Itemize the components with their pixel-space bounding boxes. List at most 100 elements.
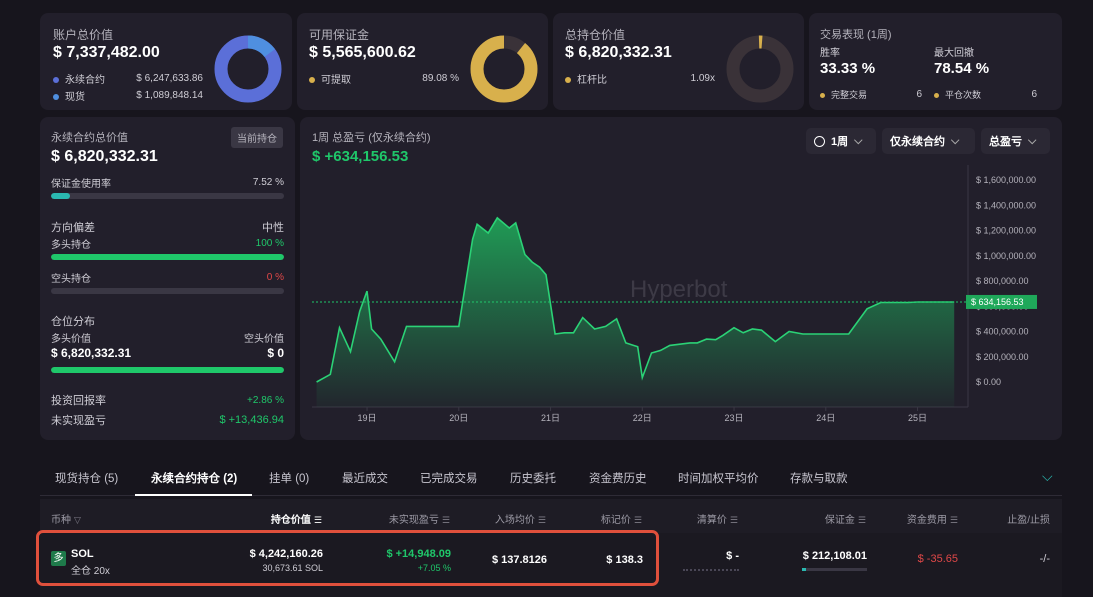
margin-usage-row: 保证金使用率 7.52 % bbox=[51, 175, 284, 190]
performance-card: 交易表现 (1周) 胜率 33.33 % 最大回撤 78.54 % 完整交易 6… bbox=[809, 13, 1062, 110]
bias-row: 方向偏差 中性 bbox=[51, 219, 284, 235]
column-header-2[interactable]: 未实现盈亏 ☰ bbox=[389, 511, 450, 526]
tab-3[interactable]: 最近成交 bbox=[342, 473, 388, 485]
column-header-label: 未实现盈亏 bbox=[388, 515, 439, 526]
tab-0[interactable]: 现货持仓 (5) bbox=[55, 473, 119, 485]
column-header-8[interactable]: 止盈/止损 bbox=[1007, 511, 1050, 526]
column-header-4[interactable]: 标记价 ☰ bbox=[601, 511, 642, 526]
upnl-value: $ +13,436.94 bbox=[219, 414, 284, 426]
position-badge: 多 bbox=[51, 551, 66, 566]
column-header-0[interactable]: 币种 ▽ bbox=[51, 511, 81, 526]
period-label: 1周 bbox=[831, 136, 849, 148]
closes-value: 6 bbox=[1031, 89, 1037, 100]
column-header-3[interactable]: 入场均价 ☰ bbox=[495, 511, 546, 526]
pnl-title: 1周 总盈亏 (仅永续合约) bbox=[312, 132, 431, 144]
tab-4[interactable]: 已完成交易 bbox=[420, 473, 478, 485]
clock-icon bbox=[814, 135, 825, 147]
period-dropdown[interactable]: 1周 ⌵ bbox=[806, 128, 876, 154]
coin-name[interactable]: SOL bbox=[71, 548, 94, 560]
bias-value: 中性 bbox=[262, 222, 284, 234]
short-pct: 0 % bbox=[266, 272, 284, 283]
metric-dropdown[interactable]: 总盈亏 ⌵ bbox=[981, 128, 1050, 154]
y-tick-label: $ 0.00 bbox=[976, 377, 1001, 387]
tab-1[interactable]: 永续合约持仓 (2) bbox=[151, 473, 238, 485]
position-size: 30,673.61 SOL bbox=[262, 563, 323, 573]
tab-5[interactable]: 历史委托 bbox=[510, 473, 556, 485]
tab-7[interactable]: 时间加权平均价 bbox=[678, 473, 759, 485]
sort-icon[interactable]: ☰ bbox=[537, 515, 546, 525]
tab-8[interactable]: 存款与取款 bbox=[790, 473, 848, 485]
distribution-label: 仓位分布 bbox=[51, 316, 95, 328]
sort-icon[interactable]: ☰ bbox=[729, 515, 738, 525]
column-header-label: 币种 bbox=[51, 515, 71, 526]
y-tick-label: $ 800,000.00 bbox=[976, 276, 1029, 286]
winrate-value: 33.33 % bbox=[820, 60, 876, 77]
sort-icon[interactable]: ☰ bbox=[313, 515, 322, 525]
withdrawable-label: 可提取 bbox=[321, 75, 351, 86]
leverage-label: 杠杆比 bbox=[577, 75, 607, 86]
margin-mode: 全仓 20x bbox=[71, 566, 110, 577]
y-tick-label: $ 1,600,000.00 bbox=[976, 175, 1036, 185]
value-labels-row: 多头价值 空头价值 bbox=[51, 330, 284, 345]
funding-fee: $ -35.65 bbox=[917, 553, 958, 565]
scope-label: 仅永续合约 bbox=[890, 136, 945, 148]
chevron-down-icon: ⌵ bbox=[1028, 134, 1037, 147]
margin-withdrawable: 可提取 89.08 % bbox=[309, 71, 459, 86]
column-header-6[interactable]: 保证金 ☰ bbox=[825, 511, 866, 526]
account-item-spot: 现货 $ 1,089,848.14 bbox=[53, 88, 203, 103]
sort-icon[interactable]: ☰ bbox=[949, 515, 958, 525]
sort-icon[interactable]: ☰ bbox=[633, 515, 642, 525]
liquidation-price: $ - bbox=[726, 550, 739, 562]
completed-trades: 完整交易 6 bbox=[820, 88, 922, 101]
column-header-label: 入场均价 bbox=[494, 515, 535, 526]
unrealized-pnl: $ +14,948.09 bbox=[386, 548, 451, 560]
margin-donut-chart bbox=[470, 35, 538, 103]
y-tick-label: $ 1,200,000.00 bbox=[976, 226, 1036, 236]
available-margin-card: 可用保证金 $ 5,565,600.62 可提取 89.08 % bbox=[297, 13, 548, 110]
margin-value: $ 5,565,600.62 bbox=[309, 44, 416, 61]
upnl-row: 未实现盈亏 $ +13,436.94 bbox=[51, 412, 284, 428]
column-header-5[interactable]: 清算价 ☰ bbox=[697, 511, 738, 526]
pnl-area-chart: Hyperbot $ 1,600,000.00 $ 1,400,000.00 $ 1… bbox=[312, 165, 1037, 423]
x-tick-label: 23日 bbox=[725, 413, 744, 423]
liquidation-dots bbox=[683, 569, 739, 571]
roi-label: 投资回报率 bbox=[51, 395, 106, 407]
tab-2[interactable]: 挂单 (0) bbox=[269, 473, 310, 485]
long-pct: 100 % bbox=[255, 238, 284, 249]
scope-dropdown[interactable]: 仅永续合约 ⌵ bbox=[882, 128, 975, 154]
account-value-card: 账户总价值 $ 7,337,482.00 永续合约 $ 6,247,633.86… bbox=[40, 13, 292, 110]
tab-6[interactable]: 资金费历史 bbox=[589, 473, 647, 485]
short-bar bbox=[51, 288, 284, 294]
sort-icon[interactable]: ☰ bbox=[441, 515, 450, 525]
sort-icon[interactable]: ☰ bbox=[857, 515, 866, 525]
x-tick-label: 24日 bbox=[816, 413, 835, 423]
winrate-label: 胜率 bbox=[820, 48, 840, 59]
chevron-down-icon: ⌵ bbox=[951, 134, 960, 147]
pnl-series-line bbox=[316, 216, 955, 383]
short-value-label: 空头价值 bbox=[244, 334, 284, 345]
holdings-value: $ 6,820,332.31 bbox=[565, 44, 672, 61]
roi-row: 投资回报率 +2.86 % bbox=[51, 392, 284, 408]
completed-value: 6 bbox=[916, 89, 922, 100]
tab-active-underline bbox=[135, 494, 252, 496]
distribution-bar bbox=[51, 367, 284, 373]
perp-label: 永续合约 bbox=[65, 75, 105, 86]
column-header-label: 止盈/止损 bbox=[1007, 515, 1050, 526]
mark-price: $ 138.3 bbox=[606, 554, 643, 566]
current-position-tag[interactable]: 当前持仓 bbox=[231, 127, 283, 148]
collapse-icon[interactable]: ⌵ bbox=[1042, 468, 1053, 484]
perp-summary-card: 永续合约总价值 当前持仓 $ 6,820,332.31 保证金使用率 7.52 … bbox=[40, 117, 295, 440]
holdings-donut-chart bbox=[726, 35, 794, 103]
table-row[interactable] bbox=[40, 533, 1062, 597]
column-header-label: 保证金 bbox=[824, 515, 855, 526]
short-value: $ 0 bbox=[267, 346, 284, 360]
tp-sl[interactable]: -/- bbox=[1039, 553, 1050, 565]
y-tick-label: $ 1,000,000.00 bbox=[976, 251, 1036, 261]
y-tick-label: $ 400,000.00 bbox=[976, 327, 1029, 337]
bias-label: 方向偏差 bbox=[51, 222, 95, 234]
column-header-1[interactable]: 持仓价值 ☰ bbox=[271, 511, 322, 526]
unrealized-pnl-pct: +7.05 % bbox=[417, 563, 451, 573]
column-header-7[interactable]: 资金费用 ☰ bbox=[907, 511, 958, 526]
filter-icon[interactable]: ▽ bbox=[74, 515, 81, 525]
long-value: $ 6,820,332.31 bbox=[51, 346, 132, 360]
